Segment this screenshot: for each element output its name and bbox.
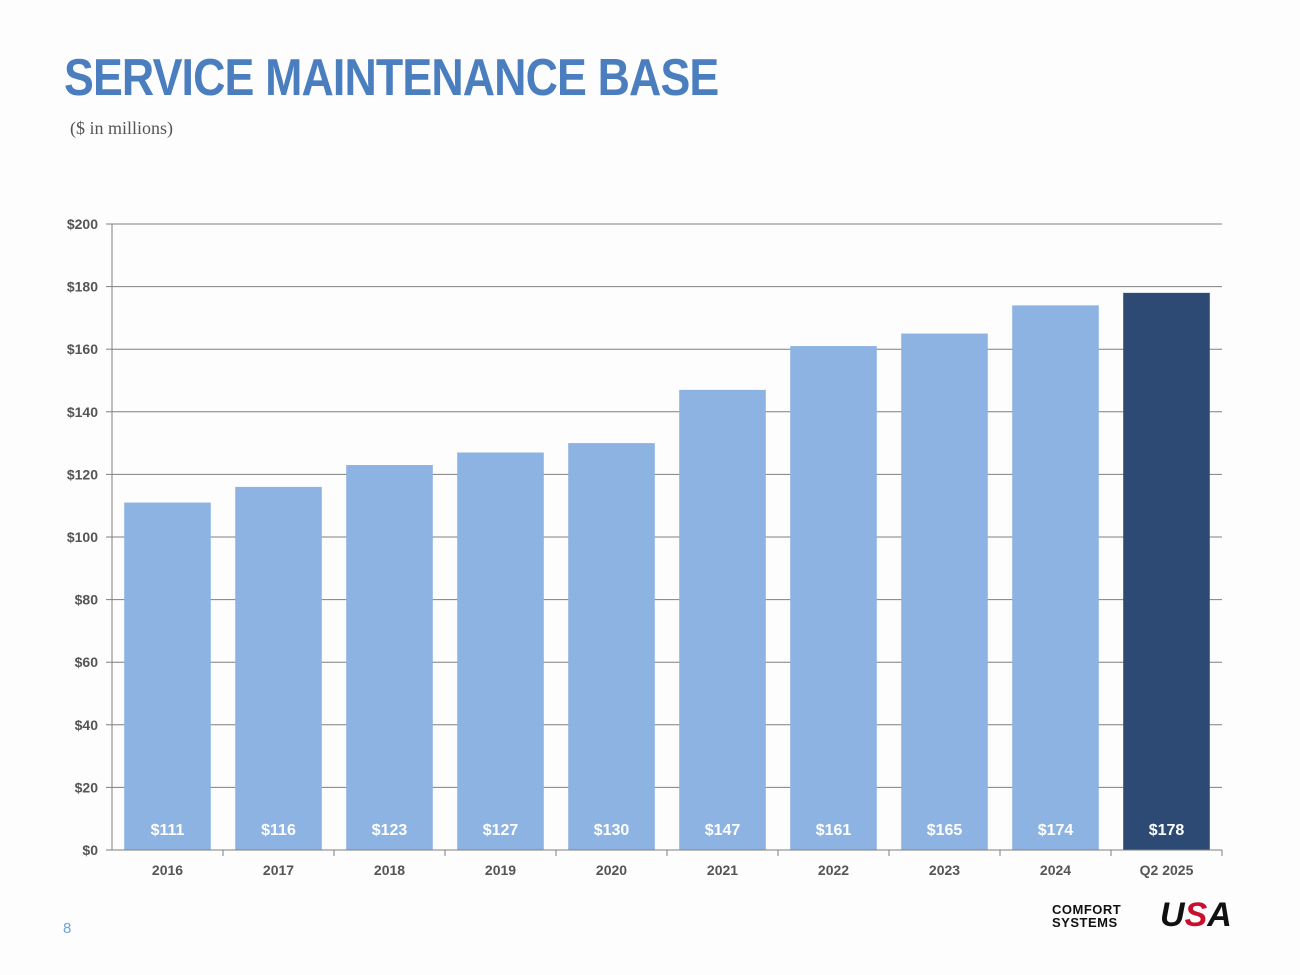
x-tick-label: 2017 [263,862,294,878]
y-tick-label: $200 [67,216,98,232]
bar-value-label: $178 [1149,822,1185,839]
company-logo: COMFORT SYSTEMS USA [1052,898,1242,934]
bar-value-label: $123 [372,822,408,839]
y-tick-label: $120 [67,466,98,482]
bar-value-label: $130 [594,822,630,839]
bar-layer: $111 $116 $123 $127 $130 $147 $161 $165 $174 $178 [124,292,1210,850]
bar-value-label: $127 [483,822,519,839]
x-tick-label: 2020 [596,862,627,878]
logo-line-2: SYSTEMS [1052,915,1118,930]
bar [901,333,988,850]
y-tick-label: $80 [75,592,99,608]
x-tick-label: Q2 2025 [1140,862,1194,878]
y-tick-label: $160 [67,341,98,357]
bar [790,346,877,850]
bar [568,443,655,850]
bar [679,389,766,850]
logo-mark: USA [1160,898,1232,932]
y-tick-label: $180 [67,279,98,295]
bar-value-label: $161 [816,822,852,839]
x-tick-label: 2016 [152,862,183,878]
x-tick-label: 2021 [707,862,738,878]
y-tick-label: $20 [75,779,99,795]
bar-value-label: $147 [705,822,741,839]
bar [235,486,322,850]
logo-line-1: COMFORT [1052,902,1122,917]
bar-value-label: $111 [151,822,185,839]
y-tick-label: $0 [82,842,98,858]
logo-mark-u: U [1160,896,1185,934]
y-tick-label: $100 [67,529,98,545]
x-tick-label: 2024 [1040,862,1071,878]
x-tick-label: 2018 [374,862,405,878]
x-tick-label: 2019 [485,862,516,878]
page-subtitle: ($ in millions) [70,118,173,138]
bar-value-label: $165 [927,822,963,839]
page-number: 8 [63,920,72,937]
logo-mark-a: A [1207,896,1232,934]
bar [346,465,433,850]
bar-value-label: $116 [261,822,296,839]
bar [1012,305,1099,850]
bar-value-label: $174 [1038,822,1074,839]
y-tick-label: $60 [75,654,99,670]
y-tick-label: $140 [67,404,98,420]
x-tick-label: 2022 [818,862,849,878]
bar [457,452,544,850]
page-title: SERVICE MAINTENANCE BASE [64,49,719,107]
axis-layer: $0 $20 $40 $60 $80 $100 $120 $140 $160 $180 $200 20… [67,216,1223,878]
bar [124,502,211,850]
x-tick-label: 2023 [929,862,960,878]
y-tick-label: $40 [75,717,99,733]
logo-mark-s: S [1184,896,1208,934]
bar [1123,292,1210,850]
logo-wordmark: COMFORT SYSTEMS [1052,903,1121,929]
